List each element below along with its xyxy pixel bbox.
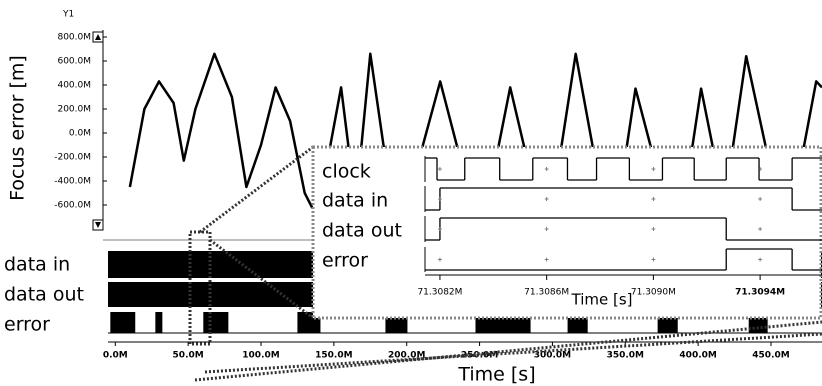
x-tick-label: 450.0M — [752, 351, 789, 361]
zoom-line — [204, 332, 822, 374]
x-tick-label: 400.0M — [679, 351, 716, 361]
row-label: data out — [4, 284, 84, 306]
error-pulse — [155, 312, 163, 333]
x-axis-label: Time [s] — [571, 291, 633, 309]
x-tick-label: 200.0M — [388, 351, 425, 361]
grid-mark — [758, 167, 763, 171]
grid-mark — [758, 197, 763, 201]
zoom-indicators — [188, 145, 822, 382]
row-label: data out — [322, 220, 402, 242]
y-tick-label: -400.0M — [54, 177, 91, 187]
grid-mark — [437, 257, 442, 262]
y-tick-label: -200.0M — [54, 153, 91, 163]
grid-mark — [758, 227, 763, 231]
y-tick-label: 0.0M — [69, 129, 91, 139]
x-tick-label: 71.3094M — [735, 288, 785, 298]
x-tick-label: 150.0M — [315, 351, 352, 361]
grid-mark — [437, 167, 442, 171]
grid-mark — [651, 227, 656, 231]
x-tick-label: 0.0M — [103, 351, 128, 361]
grid-mark — [437, 197, 442, 201]
grid-mark — [651, 197, 656, 201]
grid-mark — [544, 197, 549, 201]
x-tick-label: 250.0M — [461, 351, 498, 361]
scroll-down-arrow — [95, 222, 101, 228]
x-axis-label: Time [s] — [457, 364, 535, 386]
grid-mark — [544, 167, 549, 171]
inset-chart: clock data in data out error 71.3082M 71.3086… — [311, 145, 822, 320]
error-pulse — [110, 312, 136, 333]
grid-mark — [651, 167, 656, 171]
x-tick-label: 50.0M — [173, 351, 204, 361]
row-label: error — [322, 250, 368, 272]
zoom-line — [194, 320, 822, 382]
y-axis-label: Focus error [m] — [7, 55, 29, 201]
axis-title: Y1 — [62, 10, 74, 20]
grid-mark — [437, 227, 442, 231]
y-tick-label: -600.0M — [54, 201, 91, 211]
grid-mark — [544, 227, 549, 231]
x-tick-label: 300.0M — [534, 351, 571, 361]
x-tick-label: 71.3082M — [417, 288, 462, 298]
y-tick-label: 800.0M — [57, 33, 91, 43]
y-tick-label: 200.0M — [57, 105, 91, 115]
row-label: error — [4, 314, 50, 336]
zoom-line — [199, 145, 314, 234]
y-tick-label: 600.0M — [57, 57, 91, 67]
x-tick-label: 71.3086M — [524, 288, 569, 298]
scroll-up-arrow — [95, 34, 101, 40]
row-label: data in — [322, 190, 388, 212]
y-tick-label: 400.0M — [57, 81, 91, 91]
row-label: data in — [4, 254, 70, 276]
x-tick-label: 100.0M — [242, 351, 279, 361]
row-label: clock — [322, 161, 371, 183]
grid-mark — [544, 257, 549, 262]
x-tick-label: 71.3090M — [631, 288, 676, 298]
grid-mark — [758, 257, 763, 262]
zoom-line — [209, 238, 314, 320]
x-tick-label: 350.0M — [607, 351, 644, 361]
grid-mark — [651, 257, 656, 262]
error-pulse — [203, 312, 229, 333]
